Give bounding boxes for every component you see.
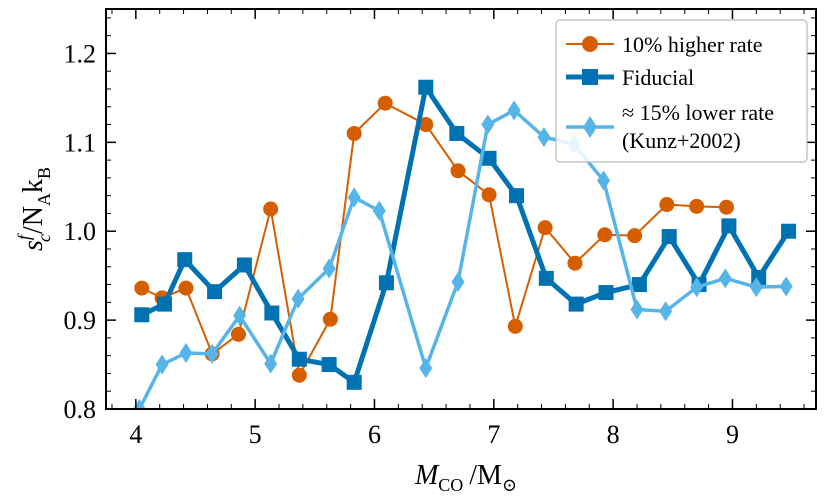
data-point-fiducial xyxy=(134,307,150,323)
data-point-lower xyxy=(690,277,704,298)
data-point-fiducial xyxy=(156,296,172,312)
data-point-lower xyxy=(779,276,793,297)
x-tick-label: 9 xyxy=(726,420,739,449)
y-tick-label: 1.2 xyxy=(64,39,97,68)
legend-item-higher: 10% higher rate xyxy=(566,32,763,57)
data-point-lower xyxy=(205,343,219,364)
data-point-lower xyxy=(179,343,193,363)
data-point-lower xyxy=(372,200,386,221)
y-tick-label: 1.1 xyxy=(64,128,97,157)
data-point-lower xyxy=(507,100,521,121)
data-point-lower xyxy=(659,301,673,322)
legend: 10% higher rate Fiducial ≈ 15% lower rat… xyxy=(555,19,808,163)
data-point-higher xyxy=(481,187,497,203)
x-tick-label: 6 xyxy=(368,420,381,449)
data-point-lower xyxy=(749,277,763,298)
data-point-higher xyxy=(719,199,735,215)
legend-item-lower: ≈ 15% lower rate (Kunz+2002) xyxy=(566,100,774,153)
plot-frame xyxy=(105,8,817,410)
data-point-fiducial xyxy=(781,223,797,239)
data-point-lower xyxy=(481,114,495,135)
ticks-layer xyxy=(106,9,816,410)
legend-label-lower: ≈ 15% lower rate xyxy=(622,100,774,125)
data-point-higher xyxy=(263,201,279,217)
data-point-lower xyxy=(347,187,361,208)
y-axis-label: sfc/NAkB xyxy=(14,167,54,251)
data-point-lower xyxy=(155,354,169,375)
data-point-lower xyxy=(264,353,278,374)
data-point-higher xyxy=(689,198,705,214)
data-point-higher xyxy=(450,163,466,179)
data-point-fiducial xyxy=(568,296,584,312)
legend-marker-fiducial xyxy=(582,69,598,85)
data-point-fiducial xyxy=(207,284,223,300)
x-tick-label: 8 xyxy=(607,420,620,449)
data-point-higher xyxy=(377,95,393,111)
legend-item-fiducial: Fiducial xyxy=(566,65,694,90)
legend-box xyxy=(555,19,808,163)
data-point-higher xyxy=(597,227,613,243)
data-point-lower xyxy=(630,299,644,320)
data-point-fiducial xyxy=(449,125,465,141)
legend-label-lower-line2: (Kunz+2002) xyxy=(622,128,741,153)
data-point-higher xyxy=(537,220,553,236)
data-point-fiducial xyxy=(177,252,193,268)
data-point-lower xyxy=(537,127,551,147)
data-point-fiducial xyxy=(481,150,497,166)
data-point-higher xyxy=(567,255,583,271)
data-point-fiducial xyxy=(631,277,647,293)
data-point-higher xyxy=(346,125,362,141)
data-point-lower xyxy=(233,305,247,326)
data-point-lower xyxy=(419,358,433,379)
legend-marker-lower xyxy=(583,116,597,138)
data-point-higher xyxy=(291,367,307,383)
data-point-fiducial xyxy=(418,79,434,95)
data-point-higher xyxy=(230,326,246,342)
data-point-higher xyxy=(322,311,338,327)
series-layer xyxy=(132,79,797,409)
y-tick-label: 0.9 xyxy=(64,306,97,335)
x-axis-label: MCO/M⊙ xyxy=(414,460,517,495)
data-point-higher xyxy=(134,280,150,296)
data-point-higher xyxy=(659,197,675,213)
x-tick-label: 7 xyxy=(487,420,500,449)
data-point-lower xyxy=(718,268,732,289)
data-point-fiducial xyxy=(264,305,280,321)
data-point-lower xyxy=(322,258,336,279)
data-point-fiducial xyxy=(346,374,362,390)
data-point-fiducial xyxy=(378,275,394,291)
data-point-fiducial xyxy=(661,229,677,245)
data-point-higher xyxy=(418,117,434,133)
data-point-lower xyxy=(451,271,465,292)
y-tick-label: 0.8 xyxy=(64,395,97,424)
x-tick-label: 4 xyxy=(129,420,142,449)
data-point-lower xyxy=(291,288,305,309)
data-point-fiducial xyxy=(508,188,524,204)
data-point-lower xyxy=(597,170,611,191)
data-point-higher xyxy=(627,228,643,244)
y-tick-label: 1.0 xyxy=(64,217,97,246)
legend-label-higher: 10% higher rate xyxy=(622,32,763,57)
data-point-fiducial xyxy=(291,351,307,367)
data-point-fiducial xyxy=(598,285,614,301)
data-point-higher xyxy=(507,318,523,334)
data-point-fiducial xyxy=(236,257,252,273)
tick-labels-layer: 4 5 6 7 8 9 0.8 0.9 1.0 1.1 1.2 xyxy=(64,39,739,449)
data-point-higher xyxy=(178,280,194,296)
legend-marker-higher xyxy=(582,36,598,52)
legend-label-fiducial: Fiducial xyxy=(622,65,694,90)
data-point-fiducial xyxy=(321,357,337,373)
data-point-fiducial xyxy=(721,218,737,234)
data-point-fiducial xyxy=(538,270,554,286)
x-tick-label: 5 xyxy=(249,420,262,449)
